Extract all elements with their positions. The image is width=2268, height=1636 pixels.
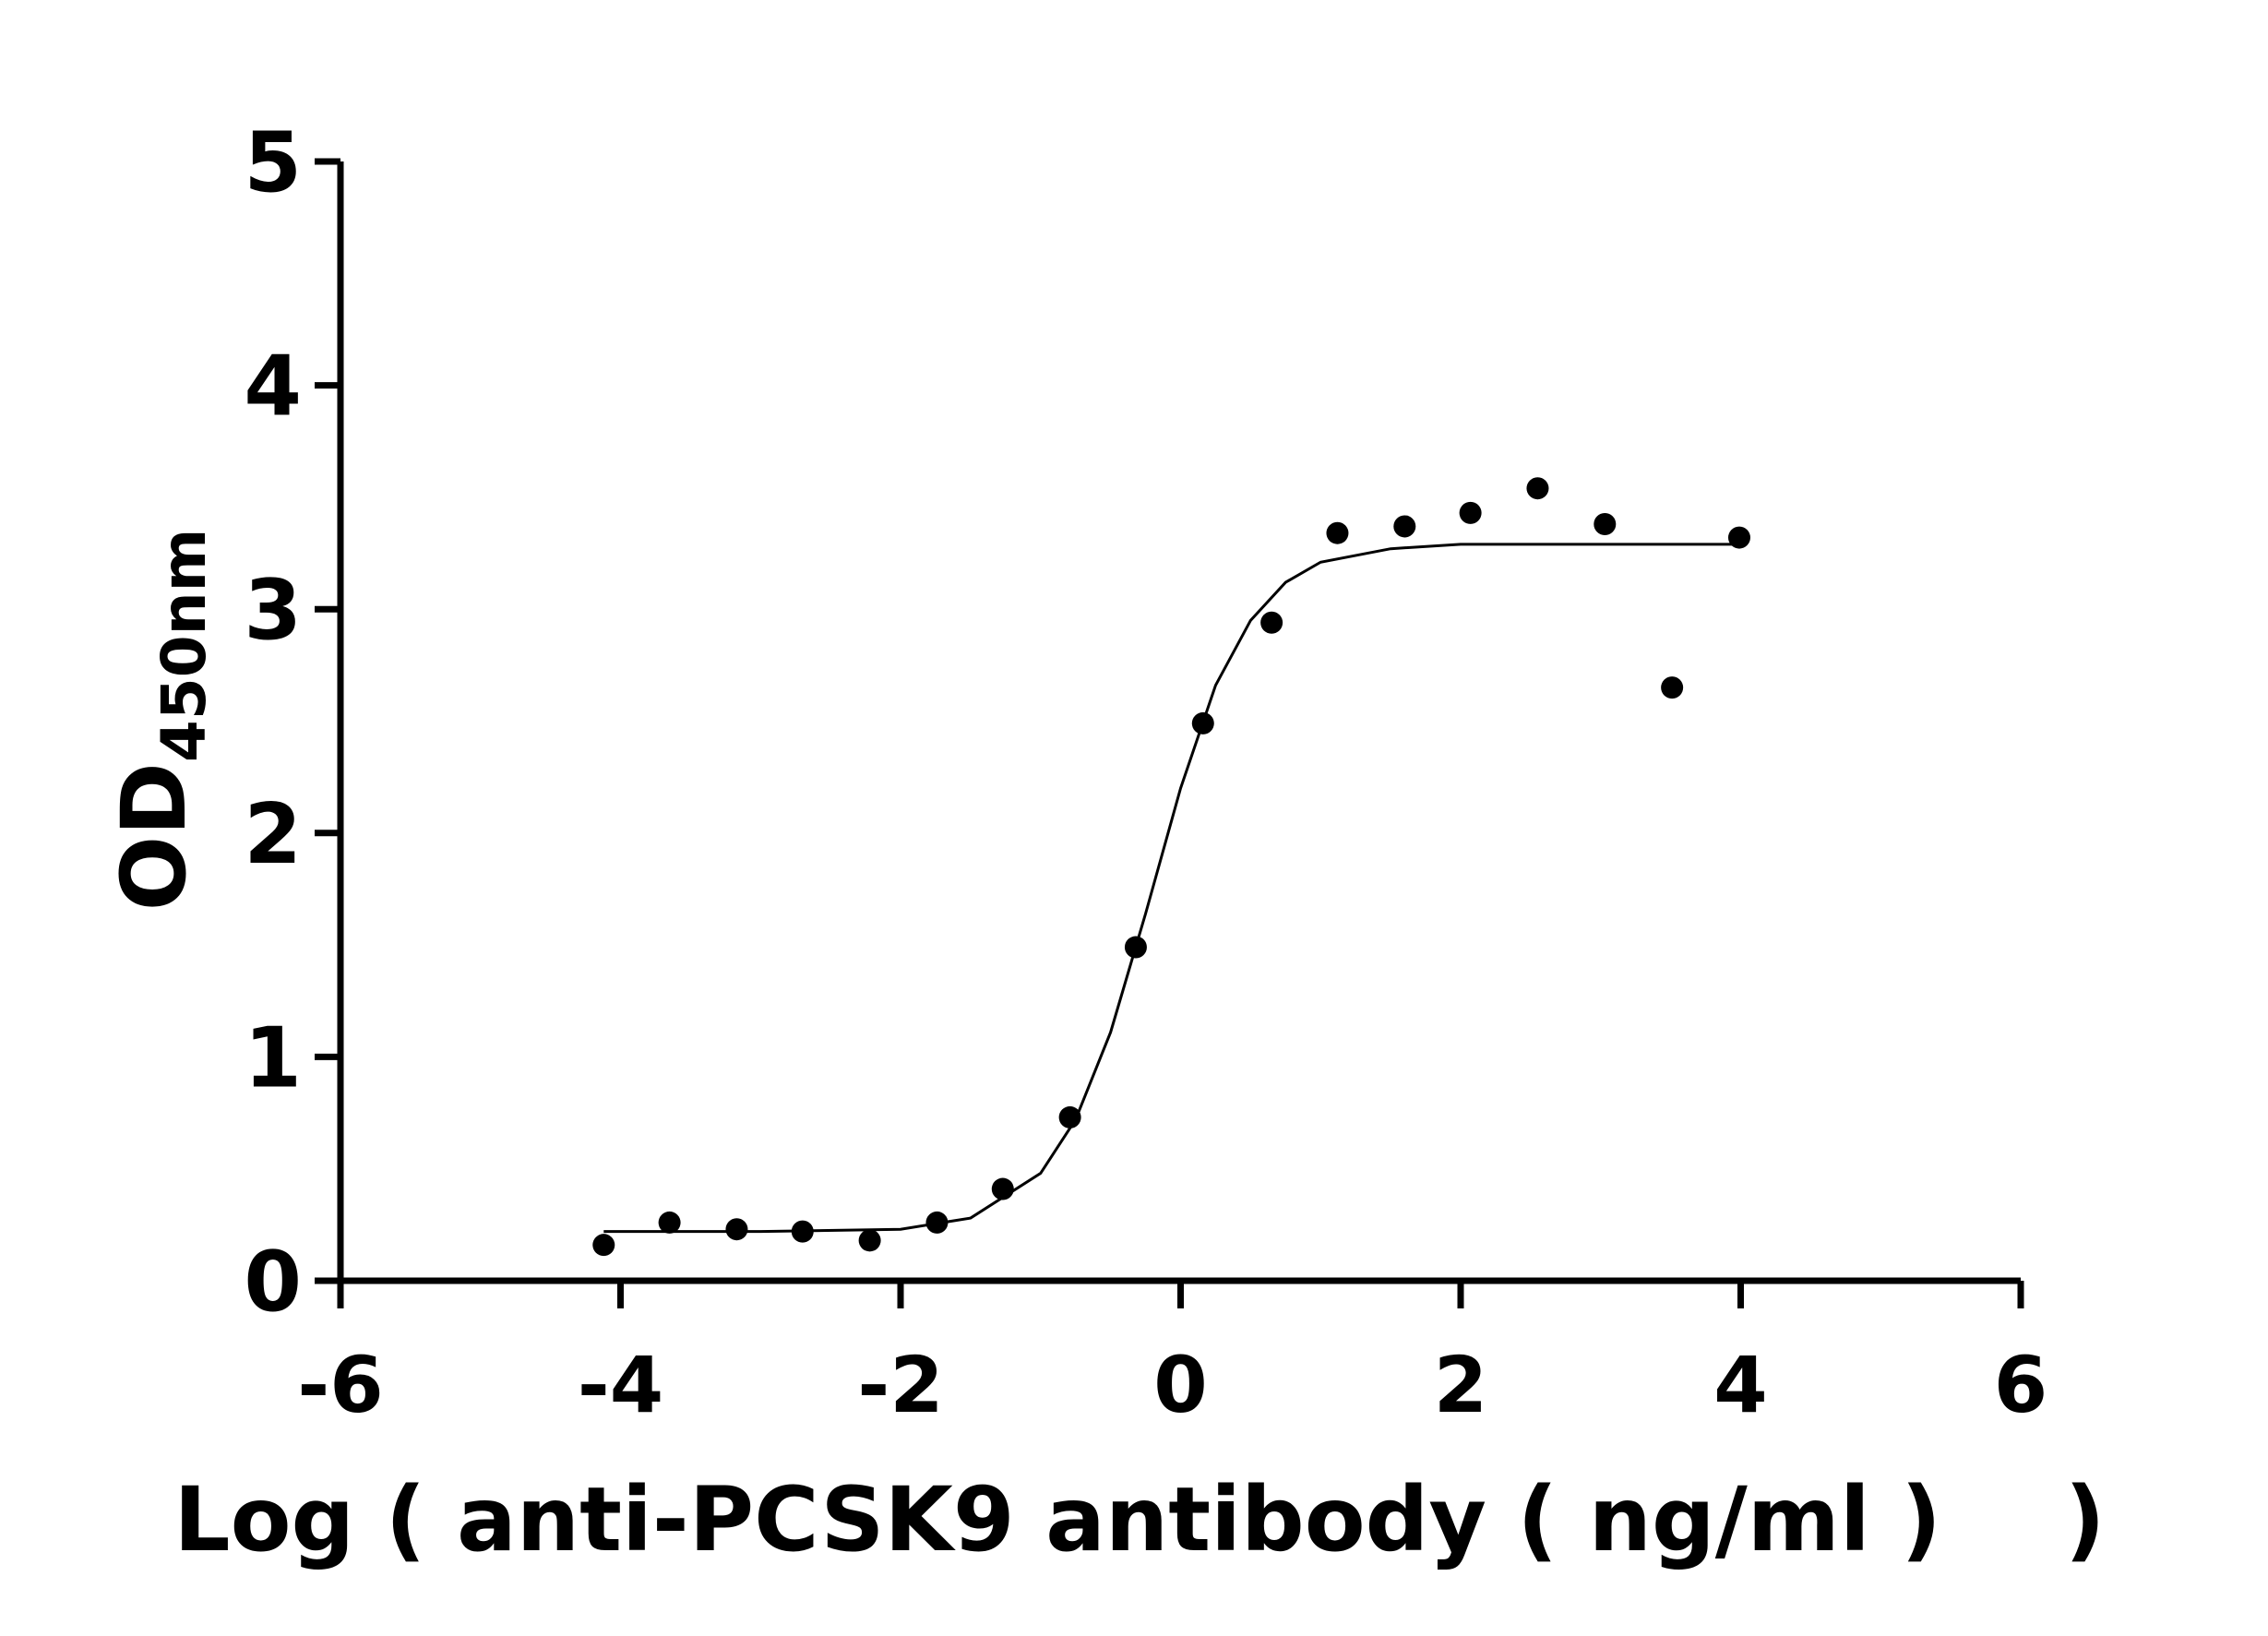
y-tick-label: 2 xyxy=(244,786,302,883)
data-point xyxy=(1459,501,1482,524)
data-point xyxy=(925,1211,949,1234)
y-tick-label: 3 xyxy=(244,562,302,659)
y-tick-label: 0 xyxy=(244,1234,302,1331)
x-tick-label: -6 xyxy=(297,1340,383,1430)
data-point xyxy=(1260,611,1283,634)
data-point xyxy=(991,1177,1014,1200)
data-point xyxy=(1191,711,1214,734)
x-tick-label: 6 xyxy=(1994,1340,2047,1430)
data-point xyxy=(725,1218,748,1241)
data-point xyxy=(1727,526,1750,549)
data-point xyxy=(1058,1105,1081,1128)
data-point xyxy=(658,1211,681,1234)
data-point xyxy=(858,1229,881,1252)
y-tick-label: 5 xyxy=(244,114,302,211)
data-point xyxy=(1661,676,1684,699)
fit-curve xyxy=(603,543,1739,1234)
data-point xyxy=(1526,477,1549,500)
x-tick-label: -2 xyxy=(857,1340,943,1430)
x-tick-label: -4 xyxy=(578,1340,663,1430)
x-axis-label: Log ( anti-PCSK9 antibody ( ng/ml ) ) xyxy=(173,1468,2105,1571)
y-tick-label: 4 xyxy=(244,339,302,436)
data-point xyxy=(1594,513,1617,536)
y-axis-label-main: OD xyxy=(102,762,206,911)
data-point xyxy=(1124,936,1147,959)
y-tick-label: 1 xyxy=(244,1009,302,1106)
x-tick-label: 0 xyxy=(1153,1340,1207,1430)
data-point xyxy=(592,1234,615,1257)
y-axis-label-sub: 450nm xyxy=(149,529,220,763)
x-tick-label: 4 xyxy=(1713,1340,1767,1430)
data-point xyxy=(1393,515,1416,538)
data-point xyxy=(791,1220,814,1243)
x-tick-label: 2 xyxy=(1434,1340,1487,1430)
y-axis-label: OD450nm xyxy=(102,529,220,912)
data-point xyxy=(1326,521,1349,544)
